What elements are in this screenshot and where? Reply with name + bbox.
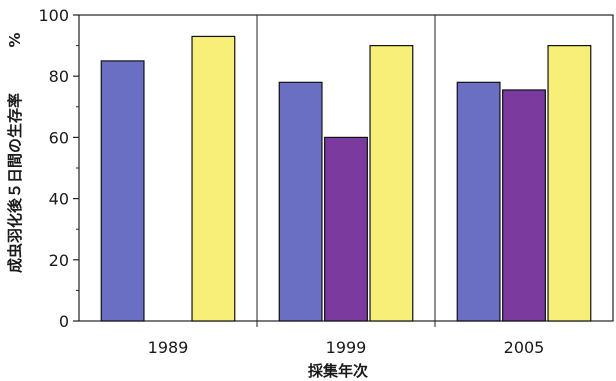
bar xyxy=(456,81,501,322)
y-tick-label: 60 xyxy=(49,128,69,147)
y-axis-unit: % xyxy=(6,32,24,47)
bar xyxy=(100,60,145,322)
bar xyxy=(502,89,546,322)
x-category-label: 1989 xyxy=(148,338,189,357)
y-tick-label: 100 xyxy=(38,6,69,25)
y-axis-title: 成虫羽化後５日間の生存率 xyxy=(6,93,24,273)
y-tick-label: 80 xyxy=(49,67,69,86)
x-axis-title: 採集年次 xyxy=(308,362,368,380)
bar xyxy=(369,44,414,322)
y-tick-label: 40 xyxy=(49,190,69,209)
bar xyxy=(547,44,592,322)
x-category-label: 1999 xyxy=(326,338,367,357)
x-category-label: 2005 xyxy=(504,338,545,357)
bars xyxy=(100,35,592,322)
bar xyxy=(191,35,236,322)
y-tick-label: 0 xyxy=(59,312,69,331)
bar xyxy=(278,81,323,322)
bar xyxy=(324,136,368,322)
labels: 0 20 40 60 80 100 1989 1999 2005 xyxy=(38,6,544,357)
y-tick-label: 20 xyxy=(49,251,69,270)
